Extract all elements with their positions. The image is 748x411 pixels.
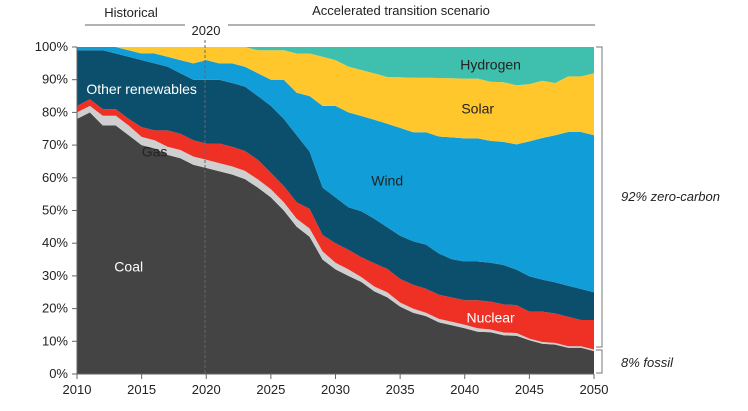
area-other-renewables (77, 50, 594, 321)
x-tick-label: 2020 (192, 382, 221, 397)
x-tick-label: 2025 (256, 382, 285, 397)
y-tick-label: 80% (42, 104, 68, 119)
y-tick-label: 20% (42, 301, 68, 316)
area-gas (77, 105, 594, 352)
y-tick-label: 0% (49, 366, 68, 381)
series-labels: Coal Gas Other renewables Wind Solar Hydrogen… (86, 56, 521, 325)
area-nuclear (77, 99, 594, 350)
divider-year-label: 2020 (192, 23, 221, 38)
area-coal (77, 112, 594, 375)
y-tick-label: 30% (42, 268, 68, 283)
zero-carbon-bracket (596, 46, 603, 348)
y-tick-label: 40% (42, 235, 68, 250)
series-label-gas: Gas (142, 143, 168, 159)
area-layers (77, 47, 594, 375)
y-tick-label: 60% (42, 170, 68, 185)
fossil-annotation: 8% fossil (621, 355, 674, 370)
period-header: Historical Accelerated transition scenar… (85, 3, 595, 374)
historical-label: Historical (104, 5, 158, 20)
y-tick-label: 90% (42, 72, 68, 87)
area-wind (77, 47, 594, 293)
x-tick-label: 2035 (386, 382, 415, 397)
x-axis: 2010 2015 2020 2025 2030 2035 2040 2045 2050 (63, 373, 609, 397)
x-tick-label: 2015 (127, 382, 156, 397)
series-label-solar: Solar (461, 101, 494, 117)
series-label-wind: Wind (371, 173, 403, 189)
scenario-label: Accelerated transition scenario (312, 3, 490, 18)
area-solar (77, 47, 594, 145)
x-tick-label: 2040 (450, 382, 479, 397)
series-label-nuclear: Nuclear (466, 310, 515, 326)
series-label-other-renewables: Other renewables (86, 81, 197, 97)
fossil-bracket (596, 349, 603, 374)
x-tick-label: 2010 (63, 382, 92, 397)
zero-carbon-annotation: 92% zero-carbon (621, 189, 720, 204)
area-hydrogen (77, 47, 594, 86)
y-tick-label: 50% (42, 203, 68, 218)
x-tick-label: 2045 (515, 382, 544, 397)
y-tick-label: 70% (42, 137, 68, 152)
series-label-coal: Coal (114, 259, 143, 275)
y-tick-label: 10% (42, 333, 68, 348)
y-axis: 0% 10% 20% 30% 40% 50% 60% 70% 80% 90% 100% (35, 39, 78, 381)
x-tick-label: 2050 (580, 382, 609, 397)
x-tick-label: 2030 (321, 382, 350, 397)
y-tick-label: 100% (35, 39, 69, 54)
share-brackets: 92% zero-carbon 8% fossil (596, 46, 720, 374)
series-label-hydrogen: Hydrogen (460, 56, 521, 72)
